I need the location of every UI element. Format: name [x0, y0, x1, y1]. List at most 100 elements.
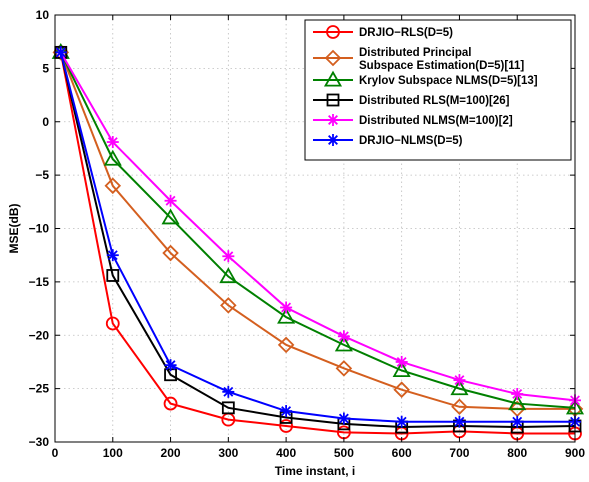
data-point [222, 250, 235, 263]
legend-box [304, 19, 572, 161]
triangle-marker [323, 70, 343, 87]
data-point [222, 385, 235, 398]
star-stroke [165, 360, 176, 371]
circle-marker [279, 419, 294, 433]
diamond-marker [393, 381, 410, 398]
data-point [450, 379, 469, 396]
series-2 [52, 44, 584, 418]
legend-label: Distributed Principal [359, 47, 471, 59]
x-tick-label: 100 [103, 446, 123, 460]
x-tick-label: 800 [507, 446, 527, 460]
data-point [335, 360, 353, 377]
y-tick-label: −30 [29, 435, 50, 449]
data-point [163, 396, 178, 411]
data-point [54, 46, 67, 59]
data-point [279, 419, 294, 433]
data-point [453, 415, 466, 428]
triangle-marker [103, 149, 122, 166]
triangle-marker [161, 208, 180, 225]
x-tick-label: 700 [449, 446, 469, 460]
star-stroke [281, 302, 292, 313]
data-point [219, 267, 238, 284]
triangle-marker [392, 361, 411, 378]
legend-entry-6: DRJIO−NLMS(D=5) [313, 134, 463, 147]
x-tick-label: 600 [392, 446, 412, 460]
data-point [511, 415, 524, 428]
diamond-marker [162, 244, 179, 262]
square-marker [106, 269, 120, 282]
star-stroke [223, 251, 234, 262]
legend-marker [323, 70, 343, 87]
y-tick-label: −10 [29, 222, 50, 236]
data-point [395, 415, 408, 428]
data-point [337, 330, 350, 343]
legend-marker [327, 114, 339, 126]
y-axis-label: MSE(dB) [7, 204, 21, 254]
y-tick-label: 0 [42, 115, 49, 129]
data-point [451, 398, 468, 416]
legend-entry-5: Distributed NLMS(M=100)[2] [313, 114, 513, 127]
data-point [221, 401, 235, 415]
star-stroke [454, 416, 465, 427]
data-point [104, 177, 122, 195]
circle-marker [105, 316, 120, 331]
star-stroke [107, 250, 118, 261]
data-point [106, 269, 120, 282]
series-line [59, 52, 575, 423]
diamond-marker [451, 398, 468, 416]
y-tick-label: −5 [35, 168, 49, 182]
data-point [280, 301, 293, 314]
data-point [453, 374, 466, 387]
x-tick-label: 400 [276, 446, 296, 460]
legend-label: Distributed RLS(M=100)[26] [359, 95, 510, 107]
series-line [59, 52, 575, 435]
y-tick-label: −20 [29, 328, 50, 342]
series-line [59, 51, 575, 410]
legend-marker [327, 134, 339, 146]
square-marker [326, 93, 340, 107]
data-point [395, 355, 408, 368]
data-point [508, 394, 527, 411]
triangle-marker [508, 394, 527, 411]
triangle-marker [219, 267, 238, 284]
star-stroke [512, 389, 523, 399]
legend-label: DRJIO−RLS(D=5) [359, 27, 453, 39]
star-stroke [338, 413, 349, 424]
star-stroke [328, 115, 338, 125]
legend-entry-4: Distributed RLS(M=100)[26] [313, 93, 510, 107]
data-point [511, 387, 524, 400]
series-5 [54, 46, 581, 407]
legend-marker [326, 25, 340, 39]
data-point [103, 149, 122, 166]
circle-marker [163, 396, 178, 411]
triangle-marker [450, 379, 469, 396]
data-point [106, 249, 119, 262]
star-stroke [165, 195, 176, 206]
series-layer [51, 43, 585, 441]
legend-label: Krylov Subspace NLMS(D=5)[13] [359, 75, 538, 87]
x-tick-label: 900 [565, 446, 585, 460]
y-tick-label: 10 [36, 8, 50, 22]
series-line [59, 52, 576, 429]
data-point [392, 361, 411, 378]
data-point [164, 359, 177, 372]
data-point [220, 297, 237, 314]
star-stroke [107, 137, 118, 147]
x-tick-label: 0 [52, 446, 59, 460]
star-stroke [396, 416, 407, 427]
star-stroke [396, 356, 407, 367]
data-point [164, 194, 177, 207]
data-point [105, 316, 120, 331]
data-point [277, 336, 295, 354]
data-point [162, 244, 179, 262]
legend-marker [324, 49, 342, 67]
star-stroke [281, 406, 292, 416]
diamond-marker [324, 49, 342, 67]
star-stroke [512, 416, 523, 427]
legend-entry-1: DRJIO−RLS(D=5) [313, 25, 453, 39]
x-tick-label: 500 [334, 446, 354, 460]
star-stroke [328, 135, 338, 145]
